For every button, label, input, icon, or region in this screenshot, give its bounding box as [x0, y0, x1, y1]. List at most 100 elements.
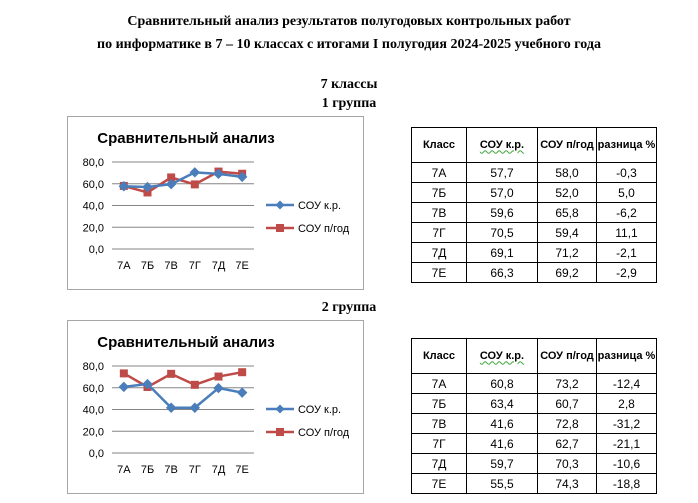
legend-marker [275, 200, 285, 210]
table-row: 7Б 63,4 60,7 2,8 [411, 393, 657, 414]
table-row: 7Д 69,1 71,2 -2,1 [411, 242, 657, 263]
cell-sou-kr: 41,6 [466, 413, 538, 434]
cell-sou-kr: 69,1 [466, 242, 538, 263]
cell-class: 7Д [411, 453, 467, 474]
header-sou-kr: СОУ к.р. [466, 127, 538, 163]
data-point [190, 180, 199, 189]
cell-class: 7А [411, 162, 467, 183]
cell-diff: -21,1 [596, 433, 657, 454]
header-class: Класс [411, 127, 467, 163]
data-point [214, 372, 223, 381]
table-row: 7Е 55,5 74,3 -18,8 [411, 473, 657, 494]
cell-sou-pg: 74,3 [537, 473, 597, 494]
data-point [143, 188, 152, 197]
cell-sou-pg: 60,7 [537, 393, 597, 414]
data-point [213, 382, 224, 394]
cell-sou-kr: 57,7 [466, 162, 538, 183]
data-point [167, 369, 176, 378]
legend-marker [275, 404, 285, 414]
data-point [142, 378, 153, 390]
y-tick-label: 40,0 [83, 405, 104, 417]
header-diff: разница % [596, 127, 657, 163]
cell-sou-pg: 73,2 [537, 373, 597, 394]
data-point [190, 380, 199, 389]
table-row: 7Е 66,3 69,2 -2,9 [411, 262, 657, 283]
x-tick-label: 7А [117, 464, 131, 476]
x-tick-label: 7Б [141, 464, 154, 476]
y-tick-label: 0,0 [89, 244, 104, 256]
chart-group-1: Сравнительный анализ 0,0 20,0 40,0 60,0 80,0 7… [67, 116, 364, 290]
cell-sou-pg: 52,0 [537, 182, 597, 203]
table-row: 7А 57,7 58,0 -0,3 [411, 162, 657, 183]
table-group-1: Класс СОУ к.р. СОУ п/год разница % 7А 57,… [411, 127, 657, 283]
cell-diff: -6,2 [596, 202, 657, 223]
cell-class: 7Г [411, 222, 467, 243]
cell-diff: -31,2 [596, 413, 657, 434]
table-row: 7В 41,6 72,8 -31,2 [411, 413, 657, 434]
header-sou-kr: СОУ к.р. [466, 338, 538, 374]
cell-class: 7Е [411, 473, 467, 494]
cell-class: 7Б [411, 393, 467, 414]
cell-sou-pg: 62,7 [537, 433, 597, 454]
table-row: 7А 60,8 73,2 -12,4 [411, 373, 657, 394]
chart-title: Сравнительный анализ [97, 130, 275, 147]
x-tick-label: 7Д [212, 464, 226, 476]
cell-sou-kr: 59,6 [466, 202, 538, 223]
x-tick-label: 7Д [212, 260, 226, 272]
legend-label: СОУ п/год [298, 427, 350, 439]
data-point [142, 181, 153, 193]
table-header-row: Класс СОУ к.р. СОУ п/год разница % [411, 127, 657, 163]
document-title-line-2: по информатике в 7 – 10 классах с итогам… [97, 37, 601, 52]
cell-class: 7Г [411, 433, 467, 454]
class-heading: 7 классы [320, 77, 378, 92]
table-header-row: Класс СОУ к.р. СОУ п/год разница % [411, 338, 657, 374]
legend-marker [276, 224, 284, 232]
cell-class: 7Е [411, 262, 467, 283]
cell-diff: -2,1 [596, 242, 657, 263]
data-point [118, 381, 130, 393]
x-tick-label: 7Г [189, 260, 201, 272]
y-tick-label: 60,0 [83, 383, 104, 395]
cell-sou-kr: 66,3 [466, 262, 538, 283]
data-point [189, 167, 201, 178]
y-tick-label: 80,0 [83, 157, 104, 169]
cell-sou-kr: 57,0 [466, 182, 538, 203]
x-tick-label: 7Г [189, 464, 201, 476]
x-tick-label: 7Б [141, 260, 154, 272]
cell-sou-pg: 71,2 [537, 242, 597, 263]
chart-group-1-svg: Сравнительный анализ 0,0 20,0 40,0 60,0 80,0 7… [83, 130, 350, 272]
chart-title: Сравнительный анализ [97, 334, 275, 351]
table-group-2: Класс СОУ к.р. СОУ п/год разница % 7А 60,… [411, 338, 657, 494]
header-sou-pg: СОУ п/год [537, 338, 597, 374]
cell-sou-pg: 65,8 [537, 202, 597, 223]
data-point [238, 368, 247, 377]
chart-group-2-svg: Сравнительный анализ 0,0 20,0 40,0 60,0 80,0 7… [83, 334, 350, 476]
document-title-line-1: Сравнительный анализ результатов полугод… [127, 14, 571, 29]
data-point [213, 168, 224, 180]
cell-diff: -10,6 [596, 453, 657, 474]
x-tick-label: 7В [164, 260, 177, 272]
header-diff: разница % [596, 338, 657, 374]
x-tick-label: 7Е [235, 260, 248, 272]
cell-sou-kr: 41,6 [466, 433, 538, 454]
cell-class: 7Б [411, 182, 467, 203]
cell-sou-kr: 70,5 [466, 222, 538, 243]
data-point [165, 402, 177, 413]
cell-sou-pg: 59,4 [537, 222, 597, 243]
table-row: 7Г 41,6 62,7 -21,1 [411, 433, 657, 454]
cell-sou-kr: 59,7 [466, 453, 538, 474]
cell-sou-pg: 70,3 [537, 453, 597, 474]
x-tick-label: 7Е [235, 464, 248, 476]
cell-class: 7В [411, 202, 467, 223]
cell-sou-pg: 72,8 [537, 413, 597, 434]
y-tick-label: 0,0 [89, 448, 104, 460]
data-point [236, 387, 248, 398]
header-sou-pg: СОУ п/год [537, 127, 597, 163]
cell-sou-pg: 69,2 [537, 262, 597, 283]
cell-diff: -2,9 [596, 262, 657, 283]
cell-class: 7Д [411, 242, 467, 263]
legend-label: СОУ к.р. [298, 200, 341, 212]
legend-label: СОУ к.р. [298, 404, 341, 416]
cell-diff: -18,8 [596, 473, 657, 494]
cell-sou-kr: 60,8 [466, 373, 538, 394]
